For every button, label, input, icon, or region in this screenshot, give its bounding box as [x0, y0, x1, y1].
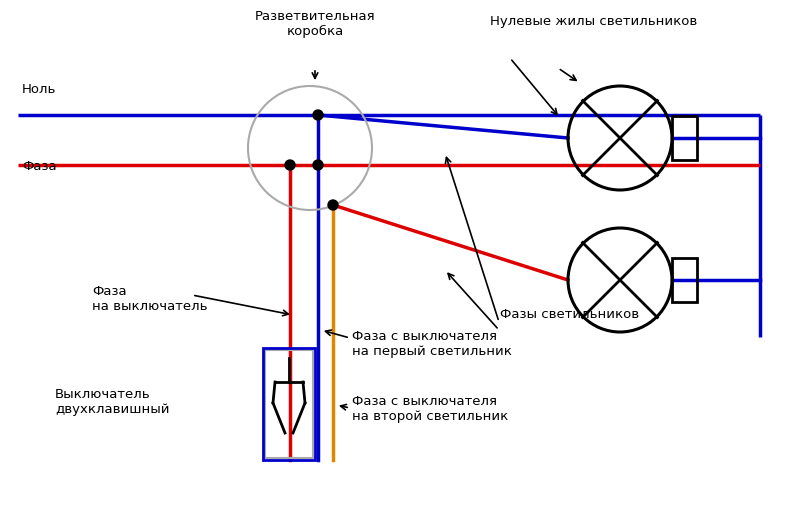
- Text: Разветвительная
коробка: Разветвительная коробка: [254, 10, 375, 38]
- Circle shape: [313, 160, 323, 170]
- Text: Фаза: Фаза: [22, 160, 57, 173]
- Text: Фазы светильников: Фазы светильников: [500, 308, 639, 321]
- Bar: [672, 258, 697, 302]
- Circle shape: [313, 110, 323, 120]
- Bar: [672, 116, 697, 160]
- Circle shape: [328, 200, 338, 210]
- Text: Фаза с выключателя
на первый светильник: Фаза с выключателя на первый светильник: [352, 330, 512, 358]
- Text: Фаза
на выключатель: Фаза на выключатель: [92, 285, 207, 313]
- Text: Выключатель
двухклавишный: Выключатель двухклавишный: [55, 388, 170, 416]
- Text: Фаза с выключателя
на второй светильник: Фаза с выключателя на второй светильник: [352, 395, 508, 423]
- Bar: [265, 350, 313, 458]
- Circle shape: [285, 160, 295, 170]
- Text: Нулевые жилы светильников: Нулевые жилы светильников: [490, 15, 698, 28]
- Text: Ноль: Ноль: [22, 83, 56, 96]
- Bar: [263, 348, 315, 460]
